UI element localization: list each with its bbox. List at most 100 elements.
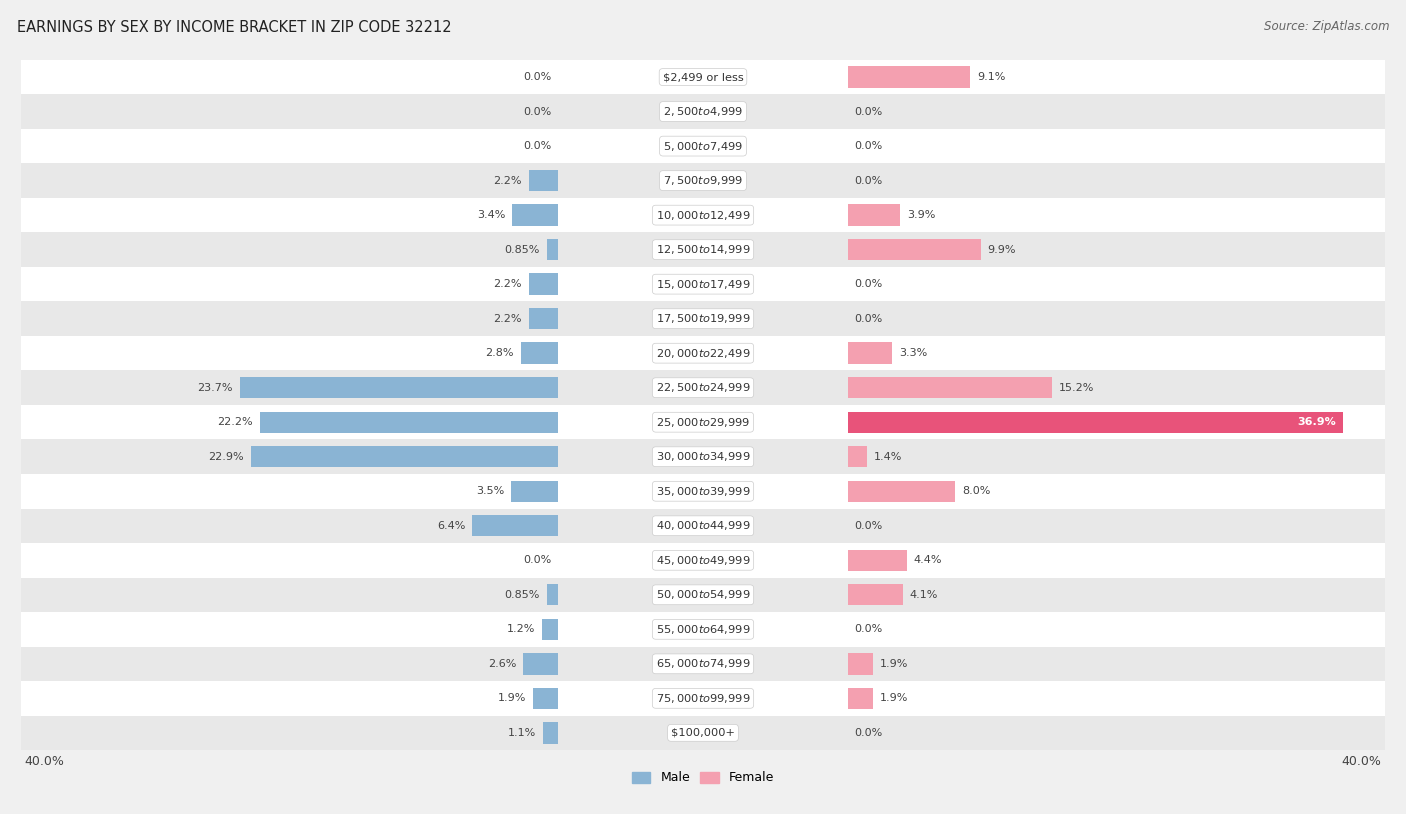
Bar (250, 446, 558, 467)
Bar (21, 129, 1385, 164)
Bar (848, 343, 893, 364)
Text: $75,000 to $99,999: $75,000 to $99,999 (655, 692, 751, 705)
Text: $25,000 to $29,999: $25,000 to $29,999 (655, 416, 751, 429)
Text: $100,000+: $100,000+ (671, 728, 735, 737)
Text: $40,000 to $44,999: $40,000 to $44,999 (655, 519, 751, 532)
Bar (21, 543, 1385, 578)
Text: 1.2%: 1.2% (506, 624, 536, 634)
Text: 8.0%: 8.0% (962, 486, 990, 497)
Bar (21, 232, 1385, 267)
Bar (21, 681, 1385, 716)
Text: 40.0%: 40.0% (24, 755, 65, 768)
Bar (512, 204, 558, 225)
Text: $12,500 to $14,999: $12,500 to $14,999 (655, 243, 751, 256)
Bar (848, 653, 873, 675)
Text: 0.0%: 0.0% (855, 521, 883, 531)
Text: $65,000 to $74,999: $65,000 to $74,999 (655, 658, 751, 670)
Bar (547, 584, 558, 606)
Bar (848, 480, 955, 502)
Bar (21, 94, 1385, 129)
Bar (240, 377, 558, 398)
Text: 1.1%: 1.1% (508, 728, 537, 737)
Bar (21, 578, 1385, 612)
Text: 9.1%: 9.1% (977, 72, 1005, 82)
Text: $2,500 to $4,999: $2,500 to $4,999 (664, 105, 742, 118)
Bar (260, 412, 558, 433)
Text: $22,500 to $24,999: $22,500 to $24,999 (655, 381, 751, 394)
Text: 0.0%: 0.0% (523, 107, 551, 116)
Text: 4.4%: 4.4% (914, 555, 942, 565)
Text: EARNINGS BY SEX BY INCOME BRACKET IN ZIP CODE 32212: EARNINGS BY SEX BY INCOME BRACKET IN ZIP… (17, 20, 451, 35)
Bar (848, 412, 1343, 433)
Bar (21, 198, 1385, 232)
Text: Source: ZipAtlas.com: Source: ZipAtlas.com (1264, 20, 1389, 33)
Bar (541, 619, 558, 640)
Bar (848, 549, 907, 571)
Bar (529, 308, 558, 330)
Bar (533, 688, 558, 709)
Bar (529, 274, 558, 295)
Bar (21, 336, 1385, 370)
Bar (547, 239, 558, 260)
Text: 9.9%: 9.9% (987, 245, 1017, 255)
Text: 2.2%: 2.2% (494, 176, 522, 186)
Text: 23.7%: 23.7% (198, 383, 233, 392)
Bar (21, 59, 1385, 94)
Bar (848, 584, 903, 606)
Text: 2.8%: 2.8% (485, 348, 513, 358)
Text: 22.2%: 22.2% (218, 418, 253, 427)
Text: 40.0%: 40.0% (1341, 755, 1382, 768)
Bar (848, 204, 900, 225)
Text: 0.85%: 0.85% (505, 590, 540, 600)
Bar (21, 612, 1385, 646)
Bar (848, 688, 873, 709)
Text: $7,500 to $9,999: $7,500 to $9,999 (664, 174, 742, 187)
Bar (21, 405, 1385, 440)
Text: $55,000 to $64,999: $55,000 to $64,999 (655, 623, 751, 636)
Text: 3.5%: 3.5% (477, 486, 505, 497)
Text: 3.3%: 3.3% (898, 348, 928, 358)
Bar (21, 164, 1385, 198)
Text: 6.4%: 6.4% (437, 521, 465, 531)
Text: 1.9%: 1.9% (880, 659, 908, 669)
Bar (21, 646, 1385, 681)
Text: $50,000 to $54,999: $50,000 to $54,999 (655, 589, 751, 602)
Text: 0.0%: 0.0% (523, 555, 551, 565)
Bar (472, 515, 558, 536)
Text: 36.9%: 36.9% (1298, 418, 1337, 427)
Text: 0.0%: 0.0% (855, 176, 883, 186)
Text: 2.6%: 2.6% (488, 659, 516, 669)
Bar (523, 653, 558, 675)
Text: 0.0%: 0.0% (855, 107, 883, 116)
Text: 3.9%: 3.9% (907, 210, 935, 220)
Text: 1.9%: 1.9% (498, 694, 526, 703)
Text: 0.0%: 0.0% (855, 313, 883, 324)
Bar (21, 440, 1385, 474)
Text: 0.0%: 0.0% (523, 72, 551, 82)
Text: 0.0%: 0.0% (855, 728, 883, 737)
Bar (21, 301, 1385, 336)
Text: $10,000 to $12,499: $10,000 to $12,499 (655, 208, 751, 221)
Text: 0.0%: 0.0% (855, 279, 883, 289)
Text: 2.2%: 2.2% (494, 279, 522, 289)
Text: $20,000 to $22,499: $20,000 to $22,499 (655, 347, 751, 360)
Bar (21, 474, 1385, 509)
Text: $15,000 to $17,499: $15,000 to $17,499 (655, 278, 751, 291)
Bar (848, 67, 970, 88)
Text: 0.85%: 0.85% (505, 245, 540, 255)
Bar (520, 343, 558, 364)
Text: 0.0%: 0.0% (855, 141, 883, 151)
Bar (21, 267, 1385, 301)
Text: 22.9%: 22.9% (208, 452, 243, 462)
Bar (848, 377, 1052, 398)
Bar (21, 370, 1385, 405)
Bar (21, 716, 1385, 751)
Bar (529, 170, 558, 191)
Text: $35,000 to $39,999: $35,000 to $39,999 (655, 485, 751, 497)
Text: 15.2%: 15.2% (1059, 383, 1094, 392)
Text: 0.0%: 0.0% (523, 141, 551, 151)
Text: $2,499 or less: $2,499 or less (662, 72, 744, 82)
Legend: Male, Female: Male, Female (627, 767, 779, 790)
Text: 1.4%: 1.4% (873, 452, 901, 462)
Text: $30,000 to $34,999: $30,000 to $34,999 (655, 450, 751, 463)
